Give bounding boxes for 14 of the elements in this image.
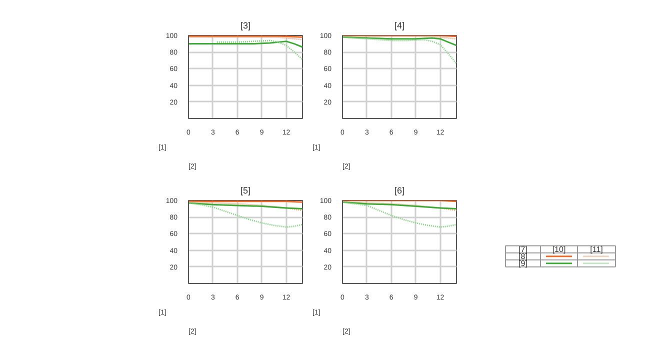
chart-title: [4] <box>394 20 405 30</box>
text: [8] <box>518 252 528 261</box>
text: [10] <box>552 244 566 254</box>
line-series <box>342 201 456 228</box>
text: [11] <box>590 244 603 254</box>
line-series <box>216 40 302 60</box>
chart-title: [6] <box>394 186 405 196</box>
chart-title: [5] <box>240 186 251 196</box>
line-series <box>188 202 302 228</box>
line-series <box>342 36 456 46</box>
line-series <box>342 36 456 64</box>
text: [7] <box>518 244 528 254</box>
chart-title: [3] <box>240 20 251 30</box>
text: [9] <box>518 258 528 268</box>
